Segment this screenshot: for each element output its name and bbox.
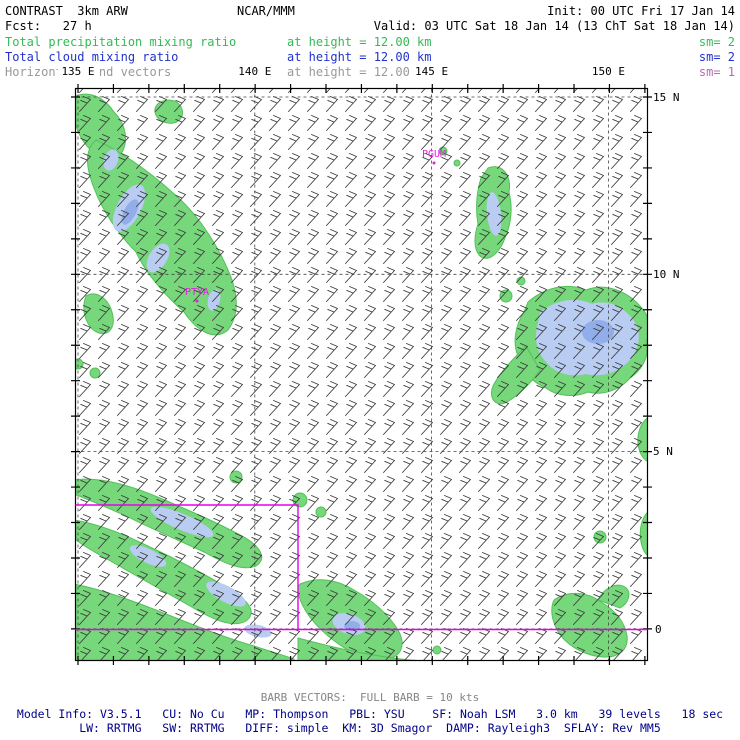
station-markers: PGUM PTYA	[185, 149, 446, 303]
field-wind-height: at height = 12.00 km	[287, 65, 432, 79]
lon-label-135e: 135 E	[61, 65, 94, 78]
field-cloud-smooth: sm= 2	[698, 50, 735, 64]
station-label-pgum: PGUM	[422, 149, 446, 160]
model-info-line1: Model Info: V3.5.1 CU: No Cu MP: Thompso…	[16, 707, 724, 721]
barb-legend: BARB VECTORS: FULL BARB = 10 kts	[260, 691, 480, 704]
field-precip-label: Total precipitation mixing ratio	[5, 35, 237, 49]
field-cloud-label: Total cloud mixing ratio	[5, 50, 179, 64]
station-dot-ptya	[195, 299, 199, 303]
field-wind-smooth: sm= 1	[698, 65, 735, 79]
wind-barbs	[75, 88, 648, 661]
lon-label-140e: 140 E	[238, 65, 271, 78]
map-frame	[74, 87, 649, 662]
field-precip-smooth: sm= 2	[698, 35, 735, 49]
lat-axis: 15 N 10 N 5 N 0	[653, 91, 680, 636]
nested-domain-box	[75, 504, 648, 631]
lon-axis: 135 E 140 E 145 E 150 E	[58, 64, 628, 78]
center-name: NCAR/MMM	[237, 4, 295, 18]
station-dot-pgum	[432, 161, 436, 165]
init-time: Init: 00 UTC Fri 17 Jan 14	[547, 4, 735, 18]
forecast-hour: Fcst: 27 h	[5, 19, 92, 33]
lon-label-150e: 150 E	[592, 65, 625, 78]
station-label-ptya: PTYA	[185, 287, 209, 298]
field-cloud-height: at height = 12.00 km	[287, 50, 432, 64]
lat-label-0: 0	[655, 623, 662, 636]
model-name: CONTRAST 3km ARW	[5, 4, 128, 18]
lat-label-15n: 15 N	[653, 91, 680, 104]
valid-time: Valid: 03 UTC Sat 18 Jan 14 (13 ChT Sat …	[373, 19, 735, 33]
lon-label-145e: 145 E	[415, 65, 448, 78]
lat-label-10n: 10 N	[653, 268, 680, 281]
lat-label-5n: 5 N	[653, 445, 673, 458]
model-info-line2: LW: RRTMG SW: RRTMG DIFF: simple KM: 3D …	[79, 721, 661, 735]
field-precip-height: at height = 12.00 km	[287, 35, 432, 49]
